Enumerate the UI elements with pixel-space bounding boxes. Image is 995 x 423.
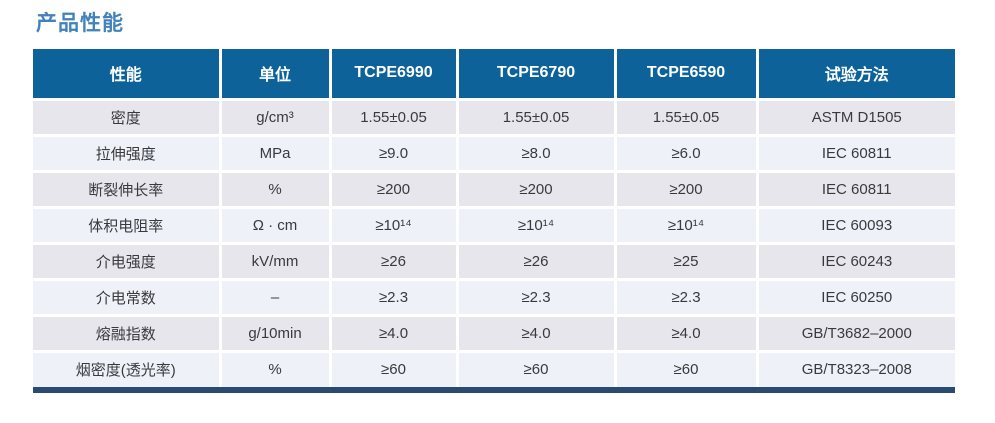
column-header-5: 试验方法 — [757, 49, 955, 101]
test-method-cell: IEC 60250 — [757, 279, 955, 317]
value-cell: Ω · cm — [220, 207, 332, 245]
value-cell: ≥200 — [457, 171, 617, 209]
test-method-cell: IEC 60811 — [757, 135, 955, 173]
value-cell: ≥9.0 — [330, 135, 459, 173]
property-cell: 断裂伸长率 — [33, 171, 222, 209]
value-cell: ≥2.3 — [330, 279, 459, 317]
property-cell: 烟密度(透光率) — [33, 351, 222, 387]
table-row: 密度 g/cm³ 1.55±0.05 1.55±0.05 1.55±0.05 ASTM D… — [33, 99, 955, 137]
value-cell: ≥25 — [615, 243, 759, 281]
product-performance-table: 性能 单位 TCPE6990 TCPE6790 TCPE6590 试验方法 密度 g/cm³… — [33, 49, 955, 393]
value-cell: ≥10¹⁴ — [615, 207, 759, 245]
property-cell: 熔融指数 — [33, 315, 222, 353]
table-row: 断裂伸长率% ≥200 ≥200 ≥200 IEC 60811 — [33, 171, 955, 209]
column-header-4: TCPE6590 — [615, 49, 759, 101]
value-cell: kV/mm — [220, 243, 332, 281]
table-header: 性能 单位 TCPE6990 TCPE6790 TCPE6590 试验方法 — [33, 49, 955, 101]
property-cell: 介电强度 — [33, 243, 222, 281]
spec-table: 性能 单位 TCPE6990 TCPE6790 TCPE6590 试验方法 密度 g/cm³… — [33, 49, 955, 387]
value-cell: g/cm³ — [220, 99, 332, 137]
value-cell: ≥2.3 — [615, 279, 759, 317]
table-row: 介电常数 – ≥2.3 ≥2.3 ≥2.3 IEC 60250 — [33, 279, 955, 317]
table-row: 熔融指数 g/10min ≥4.0 ≥4.0 ≥4.0 GB/T3682–2000 — [33, 315, 955, 353]
test-method-cell: ASTM D1505 — [757, 99, 955, 137]
value-cell: ≥26 — [457, 243, 617, 281]
page-title: 产品性能 — [36, 12, 124, 35]
value-cell: ≥6.0 — [615, 135, 759, 173]
column-header-3: TCPE6790 — [457, 49, 617, 101]
column-header-1: 单位 — [220, 49, 332, 101]
value-cell: ≥4.0 — [615, 315, 759, 353]
table-row: 拉伸强度 MPa ≥9.0 ≥8.0 ≥6.0 IEC 60811 — [33, 135, 955, 173]
value-cell: ≥60 — [457, 351, 617, 387]
value-cell: ≥2.3 — [457, 279, 617, 317]
value-cell: ≥8.0 — [457, 135, 617, 173]
value-cell: ≥4.0 — [457, 315, 617, 353]
value-cell: ≥60 — [615, 351, 759, 387]
test-method-cell: GB/T8323–2008 — [757, 351, 955, 387]
value-cell: ≥200 — [330, 171, 459, 209]
test-method-cell: IEC 60811 — [757, 171, 955, 209]
test-method-cell: IEC 60243 — [757, 243, 955, 281]
property-cell: 介电常数 — [33, 279, 222, 317]
table-body: 密度 g/cm³ 1.55±0.05 1.55±0.05 1.55±0.05 ASTM D… — [33, 99, 955, 387]
column-header-0: 性能 — [33, 49, 222, 101]
value-cell: 1.55±0.05 — [330, 99, 459, 137]
test-method-cell: IEC 60093 — [757, 207, 955, 245]
table-bottom-bar — [33, 387, 955, 393]
value-cell: ≥10¹⁴ — [457, 207, 617, 245]
value-cell: 1.55±0.05 — [615, 99, 759, 137]
value-cell: MPa — [220, 135, 332, 173]
table-row: 体积电阻率 Ω · cm ≥10¹⁴ ≥10¹⁴ ≥10¹⁴ IEC 60093 — [33, 207, 955, 245]
value-cell: ≥10¹⁴ — [330, 207, 459, 245]
value-cell: ≥26 — [330, 243, 459, 281]
property-cell: 体积电阻率 — [33, 207, 222, 245]
property-cell: 密度 — [33, 99, 222, 137]
header-row: 性能 单位 TCPE6990 TCPE6790 TCPE6590 试验方法 — [33, 49, 955, 101]
property-cell: 拉伸强度 — [33, 135, 222, 173]
column-header-2: TCPE6990 — [330, 49, 459, 101]
value-cell: – — [220, 279, 332, 317]
value-cell: 1.55±0.05 — [457, 99, 617, 137]
value-cell: % — [220, 351, 332, 387]
value-cell: % — [220, 171, 332, 209]
value-cell: ≥60 — [330, 351, 459, 387]
test-method-cell: GB/T3682–2000 — [757, 315, 955, 353]
page: 产品性能 性能 单位 TCPE6990 TCPE6790 TCPE6590 试验方法 密度… — [0, 7, 995, 393]
table-row: 烟密度(透光率)% ≥60 ≥60 ≥60 GB/T8323–2008 — [33, 351, 955, 387]
table-row: 介电强度 kV/mm ≥26 ≥26 ≥25 IEC 60243 — [33, 243, 955, 281]
value-cell: ≥4.0 — [330, 315, 459, 353]
value-cell: ≥200 — [615, 171, 759, 209]
value-cell: g/10min — [220, 315, 332, 353]
